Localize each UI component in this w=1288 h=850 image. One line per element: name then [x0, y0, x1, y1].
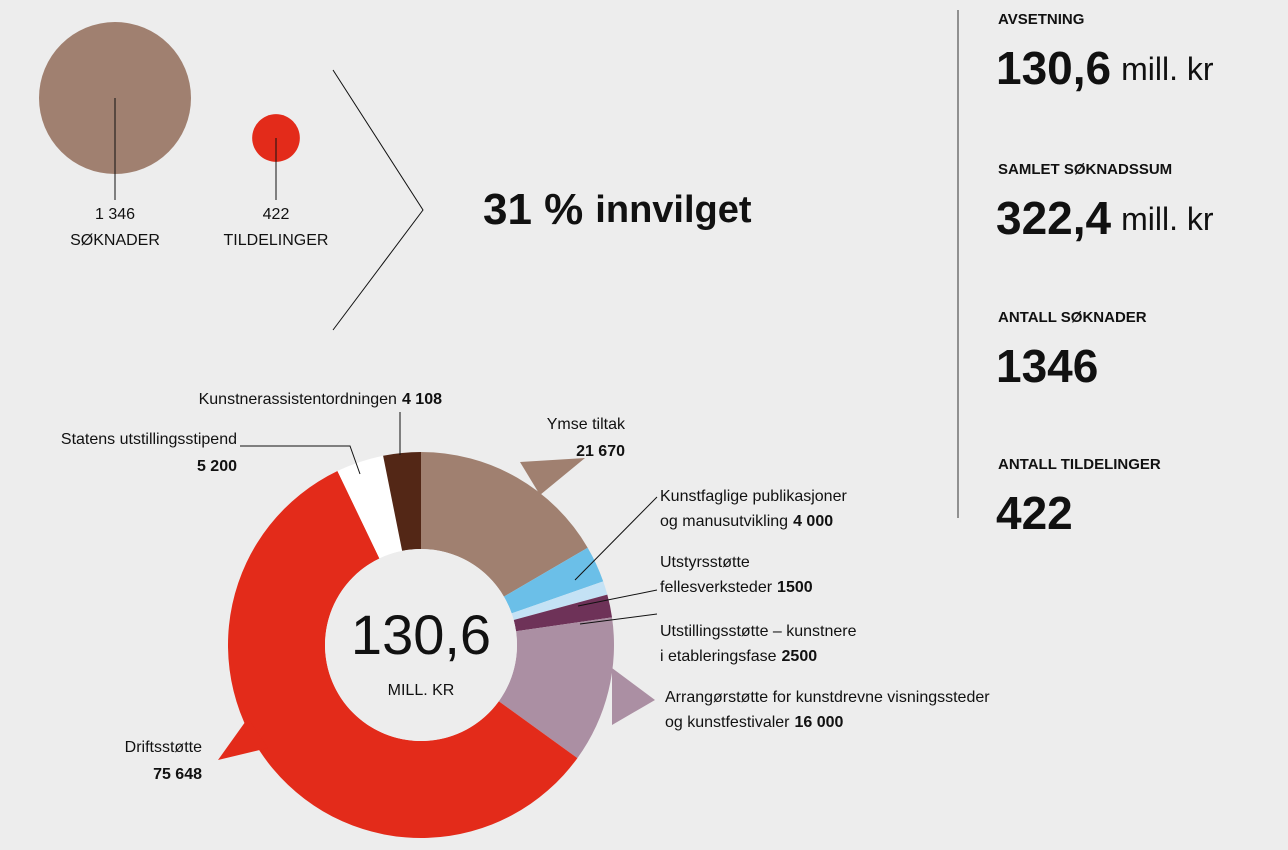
- donut: 130,6 MILL. KR Ymse tiltak 21 670 Kunstfagli…: [61, 391, 990, 838]
- slice-value: 1500: [777, 579, 813, 596]
- slice-value: 4 108: [402, 391, 442, 408]
- slice-label: Statens utstillingsstipend: [61, 431, 237, 448]
- slice-label: Ymse tiltak: [547, 416, 626, 433]
- bubble-value: 422: [263, 206, 290, 223]
- donut-slice: [421, 452, 588, 597]
- headline: 31 % innvilget: [483, 185, 752, 234]
- headline-value: 31 %: [483, 185, 583, 234]
- stat-value: 130,6: [996, 42, 1111, 94]
- slice-label: Utstillingsstøtte – kunstnere: [660, 623, 857, 640]
- leaders: [218, 412, 658, 760]
- slice-label: Arrangørstøtte for kunstdrevne visningss…: [665, 689, 990, 706]
- stat-value: 422: [996, 487, 1073, 539]
- callout-pointer: [218, 718, 268, 760]
- leader-line: [240, 445, 361, 475]
- callout-pointer: [520, 458, 585, 495]
- donut-slice: [511, 581, 608, 620]
- leader-line: [579, 613, 658, 625]
- donut-hole: [325, 549, 517, 741]
- stat: 322,4 mill. kr: [996, 192, 1214, 244]
- stat-label: ANTALL TILDELINGER: [998, 456, 1161, 473]
- slice-label: og kunstfestivaler 16 000: [665, 714, 844, 731]
- center-value: 130,6: [351, 603, 491, 666]
- stat-value: 1346: [996, 340, 1098, 392]
- callout-pointer: [612, 668, 655, 725]
- stat: 422: [996, 487, 1073, 539]
- slice-value: 16 000: [795, 714, 844, 731]
- chevron: [332, 69, 424, 331]
- stat-value: 322,4: [996, 192, 1112, 244]
- bubble-label: TILDELINGER: [224, 232, 329, 249]
- slice-label: fellesverksteder 1500: [660, 579, 813, 596]
- stat: 130,6 mill. kr: [996, 42, 1214, 94]
- slice-value: 2500: [782, 648, 818, 665]
- leader-line: [577, 589, 658, 607]
- slice-label: Utstyrsstøtte: [660, 554, 750, 571]
- slice-label: Kunstfaglige publikasjoner: [660, 488, 847, 505]
- slice-label: i etableringsfase 2500: [660, 648, 817, 665]
- stat: 1346: [996, 340, 1098, 392]
- headline-label: innvilget: [595, 189, 752, 231]
- slice-label: Kunstnerassistentordningen 4 108: [199, 391, 443, 408]
- stat-unit: mill. kr: [1121, 51, 1214, 87]
- donut-slice: [337, 455, 403, 559]
- stat-unit: mill. kr: [1121, 201, 1214, 237]
- donut-slice: [383, 452, 421, 551]
- slice-label: og manusutvikling 4 000: [660, 513, 833, 530]
- stat-label: AVSETNING: [998, 11, 1084, 28]
- slice-value: 21 670: [576, 443, 625, 460]
- stat-label: ANTALL SØKNADER: [998, 309, 1147, 326]
- slice-label: Driftsstøtte: [125, 739, 202, 756]
- slice-value: 4 000: [793, 513, 833, 530]
- donut-slice: [227, 471, 578, 838]
- bubbles: 1 346 SØKNADER 422 TILDELINGER: [39, 22, 328, 249]
- stat-label: SAMLET SØKNADSSUM: [998, 161, 1172, 178]
- slice-value: 75 648: [153, 766, 202, 783]
- leader-line: [574, 496, 658, 581]
- bubble-label: SØKNADER: [70, 232, 160, 249]
- slice-value: 5 200: [197, 458, 237, 475]
- donut-slice: [503, 547, 604, 614]
- stats: AVSETNING 130,6 mill. kr SAMLET SØKNADSSUM 3…: [996, 11, 1214, 539]
- donut-slice: [498, 617, 614, 759]
- bubble-value: 1 346: [95, 206, 135, 223]
- center-label: MILL. KR: [388, 682, 455, 699]
